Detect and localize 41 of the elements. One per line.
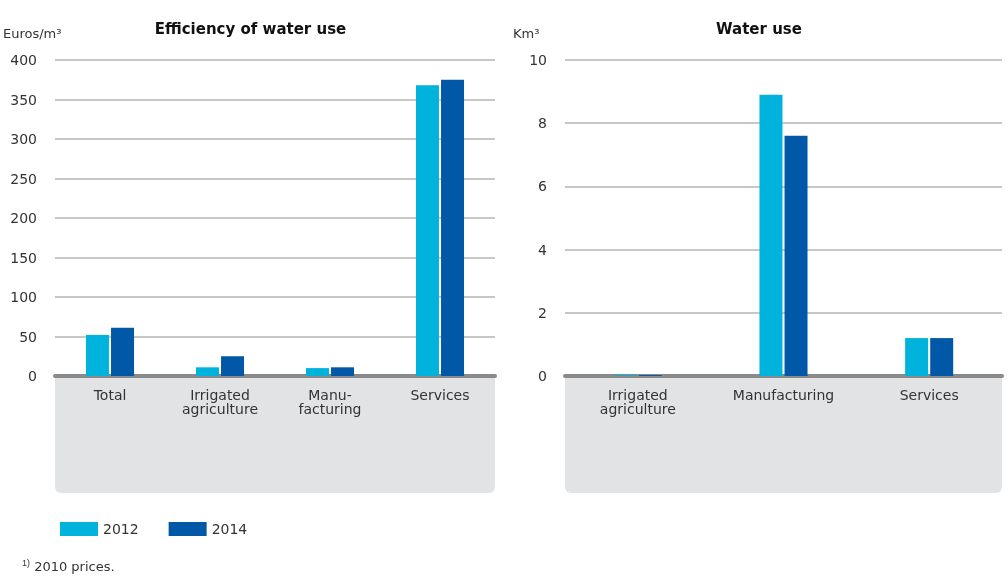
y-tick-label: 10 (529, 52, 547, 68)
y-tick-label: 300 (10, 131, 37, 147)
bar (195, 367, 219, 376)
bar (759, 94, 783, 376)
bar (905, 338, 929, 376)
y-tick-label: 0 (538, 368, 547, 384)
bar (331, 367, 355, 376)
y-tick-label: 150 (10, 249, 37, 266)
bar (85, 334, 109, 376)
bar (415, 85, 439, 376)
bar (305, 368, 329, 376)
y-tick-label: 100 (10, 289, 37, 305)
text: 1) 2010 prices. (22, 557, 115, 574)
x-tick-label: Services (899, 387, 959, 403)
y-tick-label: 2 (538, 304, 547, 321)
legend-label: 2012 (103, 521, 139, 537)
x-tick-label: Total (92, 387, 127, 403)
y-axis-title: Km³ (513, 26, 540, 41)
y-tick-label: 4 (538, 241, 548, 258)
x-tick-label: Irrigated agriculture (599, 387, 676, 417)
y-tick-label: 400 (10, 52, 37, 68)
y-tick-label: 250 (10, 170, 37, 187)
y-axis-title: Euros/m³ (3, 26, 62, 41)
bar (111, 327, 135, 376)
bar (221, 356, 245, 376)
x-tick-label: Services (410, 387, 470, 403)
y-tick-label: 350 (10, 91, 37, 108)
bar (930, 338, 954, 376)
y-tick-label: 0 (28, 368, 37, 384)
x-tick-label: Manufacturing (732, 387, 835, 403)
x-tick-label: Manu- facturing (298, 387, 362, 417)
y-tick-label: 8 (538, 115, 547, 132)
y-tick-label: 50 (19, 328, 37, 345)
legend-label: 2014 (211, 521, 248, 537)
y-tick-label: 200 (10, 210, 37, 226)
y-tick-label: 6 (538, 178, 548, 195)
bar (441, 79, 465, 376)
x-tick-label: Irrigated agriculture (182, 387, 258, 417)
chart-title: Water use (716, 19, 802, 38)
bar (784, 135, 808, 376)
chart-title: Efficiency of water use (154, 19, 347, 38)
